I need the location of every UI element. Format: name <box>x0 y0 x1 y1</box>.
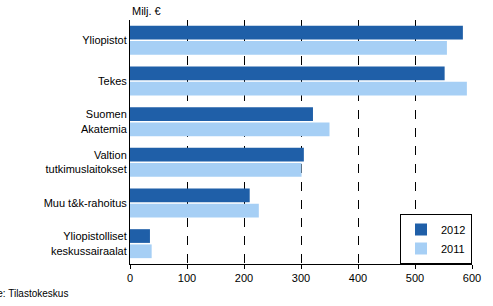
svg-text:100: 100 <box>178 272 196 284</box>
svg-text:Yliopistot: Yliopistot <box>82 34 127 46</box>
svg-text:500: 500 <box>406 272 424 284</box>
svg-text:2011: 2011 <box>441 243 465 255</box>
svg-text:Tekes: Tekes <box>98 75 127 87</box>
svg-text:0: 0 <box>127 272 133 284</box>
svg-text:Lähde: Tilastokeskus: Lähde: Tilastokeskus <box>0 288 68 299</box>
svg-text:200: 200 <box>235 272 253 284</box>
svg-text:2012: 2012 <box>441 224 465 236</box>
svg-text:Muu t&k-rahoitus: Muu t&k-rahoitus <box>44 197 128 209</box>
svg-text:Valtiontutkimuslaitokset: Valtiontutkimuslaitokset <box>45 149 126 175</box>
svg-text:SuomenAkatemia: SuomenAkatemia <box>81 108 128 134</box>
svg-text:600: 600 <box>463 272 481 284</box>
svg-text:300: 300 <box>292 272 310 284</box>
svg-text:400: 400 <box>349 272 367 284</box>
svg-text:Yliopistollisetkeskussairaalat: Yliopistollisetkeskussairaalat <box>51 230 127 256</box>
svg-text:Milj. €: Milj. € <box>132 5 161 17</box>
